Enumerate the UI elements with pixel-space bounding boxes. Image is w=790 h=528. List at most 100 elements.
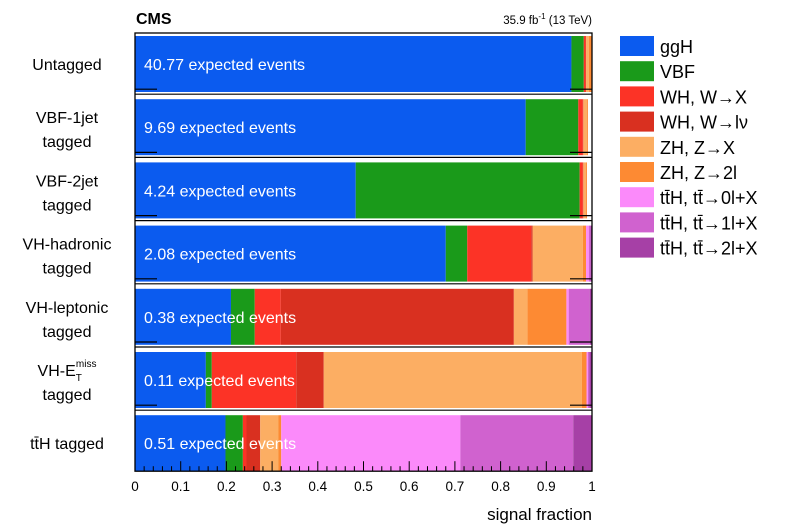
experiment-label: CMS bbox=[136, 11, 172, 28]
x-axis: 0 0.1 0.2 0.3 0.4 0.5 0.6 0.7 0.8 0.9 1 bbox=[131, 461, 596, 494]
x-tick-label: 0.3 bbox=[263, 479, 282, 494]
bar-segment bbox=[135, 99, 526, 156]
category-label: Untagged bbox=[32, 57, 101, 74]
bar-segment bbox=[590, 225, 592, 282]
events-label: 0.38 expected events bbox=[144, 310, 296, 327]
x-axis-title: signal fraction bbox=[487, 505, 592, 524]
bar-segment bbox=[573, 415, 592, 472]
bar-segment bbox=[582, 225, 587, 282]
x-tick-label: 0.5 bbox=[354, 479, 373, 494]
category-label-line2: tagged bbox=[43, 324, 92, 341]
bar-segment bbox=[323, 352, 582, 408]
category-label-line1: VH-leptonic bbox=[26, 300, 109, 317]
category-label-line2: tagged bbox=[43, 197, 92, 214]
category-label-superscript: miss bbox=[76, 359, 97, 370]
bar-segment bbox=[135, 36, 572, 92]
bar-segment bbox=[586, 162, 587, 219]
category-label-line2: tagged bbox=[43, 261, 92, 278]
legend-label: WH, W→lν bbox=[660, 113, 748, 133]
bar-segment bbox=[566, 288, 569, 345]
bar-segment bbox=[583, 36, 586, 92]
bar-segment bbox=[581, 352, 587, 408]
bar-segment bbox=[588, 225, 591, 282]
x-tick-label: 0.9 bbox=[537, 479, 556, 494]
bar-segment bbox=[588, 36, 592, 92]
bar-segment bbox=[135, 288, 231, 345]
legend-swatch bbox=[620, 111, 654, 132]
bar-segment bbox=[513, 288, 528, 345]
energy-value: (13 TeV) bbox=[546, 15, 593, 27]
bar-segment bbox=[278, 415, 282, 472]
bar-segment bbox=[445, 225, 468, 282]
bars-layer: 40.77 expected events 9.69 expected event… bbox=[135, 36, 592, 472]
x-tick-label: 0.1 bbox=[171, 479, 190, 494]
category-label-line2: tagged bbox=[43, 134, 92, 151]
x-tick-label: 0.4 bbox=[308, 479, 327, 494]
legend-label: ggH bbox=[660, 37, 693, 57]
category-label-line1: VBF-2jet bbox=[36, 173, 99, 190]
bar-segment bbox=[296, 352, 324, 408]
bar-segment bbox=[211, 352, 297, 408]
category-label-line2: tagged bbox=[43, 387, 92, 404]
legend-swatch bbox=[620, 136, 654, 157]
bar-segment bbox=[578, 99, 583, 156]
luminosity-value: 35.9 fb bbox=[503, 15, 538, 27]
legend-swatch bbox=[620, 36, 654, 56]
legend-swatch bbox=[620, 86, 654, 107]
events-label: 40.77 expected events bbox=[144, 57, 305, 74]
legend-label: VBF bbox=[660, 62, 695, 82]
bar-segment bbox=[355, 162, 580, 219]
legend-label: tt̄H, tt̄→0l+X bbox=[660, 188, 758, 208]
x-tick-label: 0.2 bbox=[217, 479, 236, 494]
legend-swatch bbox=[620, 237, 654, 258]
events-label: 0.11 expected events bbox=[144, 373, 295, 390]
x-tick-label: 0.6 bbox=[400, 479, 419, 494]
bar-segment bbox=[254, 288, 281, 345]
bar-segment bbox=[205, 352, 212, 408]
energy-text: (13 TeV) bbox=[549, 15, 592, 27]
bar-segment bbox=[260, 415, 279, 472]
bar-segment bbox=[583, 99, 587, 156]
category-label-subscript: T bbox=[76, 373, 82, 384]
events-label: 2.08 expected events bbox=[144, 247, 296, 264]
bar-segment bbox=[135, 352, 206, 408]
legend: ggH VBF WH, W→X WH, W→lν ZH, Z→X ZH, Z→2l tt̄H… bbox=[620, 36, 758, 259]
legend-swatch bbox=[620, 212, 654, 233]
legend-swatch bbox=[620, 162, 654, 182]
x-tick-label: 0 bbox=[131, 479, 139, 494]
bar-segment bbox=[579, 162, 583, 219]
events-label: 4.24 expected events bbox=[144, 183, 296, 200]
bar-segment bbox=[586, 99, 588, 156]
bar-segment bbox=[589, 352, 592, 408]
legend-label: tt̄H, tt̄→2l+X bbox=[660, 239, 758, 259]
bar-segment bbox=[586, 352, 588, 408]
bar-segment bbox=[586, 225, 589, 282]
bar-segment bbox=[525, 99, 579, 156]
bar-segment bbox=[467, 225, 532, 282]
bar-segment bbox=[135, 162, 356, 219]
legend-label: WH, W→X bbox=[660, 87, 747, 107]
legend-label: ZH, Z→X bbox=[660, 138, 735, 158]
bar-segment bbox=[246, 415, 261, 472]
legend-label: tt̄H, tt̄→1l+X bbox=[660, 213, 758, 233]
x-tick-label: 1 bbox=[588, 479, 596, 494]
category-label-line1: VH-ETmiss bbox=[38, 359, 97, 384]
legend-swatch bbox=[620, 61, 654, 82]
events-label: 9.69 expected events bbox=[144, 120, 296, 137]
bar-segment bbox=[587, 352, 590, 408]
bar-segment bbox=[568, 288, 590, 345]
bar-segment bbox=[531, 225, 533, 282]
bar-segment bbox=[225, 415, 243, 472]
bar-segment bbox=[527, 288, 567, 345]
x-tick-label: 0.8 bbox=[491, 479, 510, 494]
bar-segment bbox=[280, 288, 514, 345]
bar-segment bbox=[586, 36, 589, 92]
legend-label: ZH, Z→2l bbox=[660, 163, 737, 183]
bar-segment bbox=[532, 225, 583, 282]
x-tick-label: 0.7 bbox=[446, 479, 465, 494]
category-label-line1: VBF-1jet bbox=[36, 110, 99, 127]
bar-segment bbox=[583, 162, 587, 219]
bar-segment bbox=[571, 36, 584, 92]
category-labels: Untagged VBF-1jet tagged VBF-2jet tagged VH-h… bbox=[23, 57, 112, 453]
